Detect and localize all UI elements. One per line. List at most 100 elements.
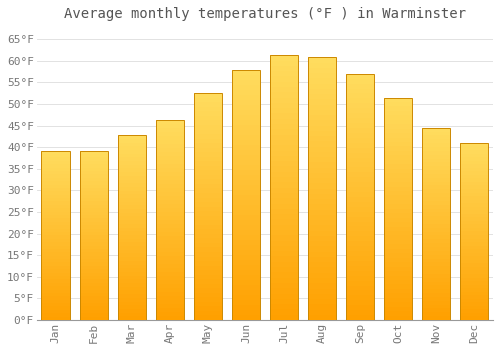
Bar: [346, 162, 374, 167]
Bar: [308, 152, 336, 157]
Bar: [156, 240, 184, 244]
Bar: [308, 94, 336, 99]
Bar: [460, 217, 488, 221]
Bar: [460, 182, 488, 186]
Bar: [42, 259, 70, 262]
Bar: [308, 315, 336, 320]
Bar: [270, 309, 298, 315]
Bar: [42, 276, 70, 279]
Bar: [346, 143, 374, 148]
Bar: [270, 267, 298, 272]
Bar: [384, 213, 412, 218]
Bar: [42, 195, 70, 198]
Bar: [156, 232, 184, 236]
Bar: [270, 214, 298, 219]
Bar: [460, 199, 488, 203]
Bar: [270, 240, 298, 246]
Bar: [42, 212, 70, 215]
Bar: [232, 270, 260, 275]
Bar: [384, 298, 412, 302]
Bar: [42, 245, 70, 249]
Bar: [422, 247, 450, 251]
Bar: [346, 222, 374, 226]
Bar: [422, 135, 450, 139]
Bar: [232, 265, 260, 270]
Bar: [308, 168, 336, 173]
Bar: [384, 138, 412, 142]
Bar: [308, 246, 336, 252]
Bar: [346, 197, 374, 202]
Bar: [42, 307, 70, 310]
Bar: [156, 132, 184, 135]
Bar: [156, 264, 184, 268]
Bar: [270, 225, 298, 230]
Bar: [80, 178, 108, 181]
Bar: [308, 173, 336, 178]
Bar: [308, 178, 336, 183]
Bar: [346, 187, 374, 192]
Bar: [42, 181, 70, 184]
Bar: [460, 267, 488, 271]
Bar: [42, 300, 70, 303]
Bar: [460, 274, 488, 278]
Bar: [232, 135, 260, 140]
Bar: [156, 120, 184, 124]
Bar: [42, 262, 70, 266]
Bar: [460, 157, 488, 161]
Bar: [194, 293, 222, 298]
Bar: [156, 228, 184, 232]
Bar: [422, 286, 450, 289]
Bar: [384, 222, 412, 226]
Bar: [42, 239, 70, 242]
Bar: [460, 242, 488, 246]
Bar: [232, 210, 260, 215]
Bar: [194, 120, 222, 125]
Bar: [422, 243, 450, 247]
Bar: [232, 240, 260, 245]
Bar: [422, 166, 450, 170]
Bar: [270, 76, 298, 82]
Bar: [384, 302, 412, 307]
Bar: [346, 300, 374, 305]
Bar: [80, 310, 108, 313]
Bar: [384, 160, 412, 164]
Bar: [232, 110, 260, 115]
Bar: [460, 150, 488, 154]
Bar: [308, 241, 336, 246]
Bar: [80, 242, 108, 245]
Bar: [118, 283, 146, 287]
Bar: [42, 205, 70, 208]
Bar: [460, 299, 488, 302]
Bar: [422, 312, 450, 316]
Bar: [460, 161, 488, 164]
Bar: [194, 193, 222, 197]
Bar: [384, 195, 412, 200]
Bar: [194, 175, 222, 180]
Bar: [308, 115, 336, 120]
Bar: [460, 281, 488, 285]
Bar: [156, 276, 184, 280]
Bar: [422, 216, 450, 220]
Bar: [232, 145, 260, 150]
Bar: [232, 105, 260, 110]
Bar: [42, 283, 70, 286]
Bar: [384, 316, 412, 320]
Bar: [118, 194, 146, 198]
Bar: [460, 256, 488, 260]
Bar: [308, 57, 336, 320]
Bar: [194, 148, 222, 152]
Bar: [422, 289, 450, 293]
Bar: [308, 68, 336, 73]
Bar: [80, 307, 108, 310]
Bar: [194, 257, 222, 261]
Bar: [118, 205, 146, 209]
Bar: [346, 246, 374, 251]
Bar: [118, 290, 146, 294]
Bar: [80, 249, 108, 252]
Bar: [384, 129, 412, 133]
Bar: [460, 168, 488, 171]
Bar: [42, 161, 70, 164]
Bar: [422, 316, 450, 320]
Bar: [346, 128, 374, 133]
Bar: [194, 229, 222, 234]
